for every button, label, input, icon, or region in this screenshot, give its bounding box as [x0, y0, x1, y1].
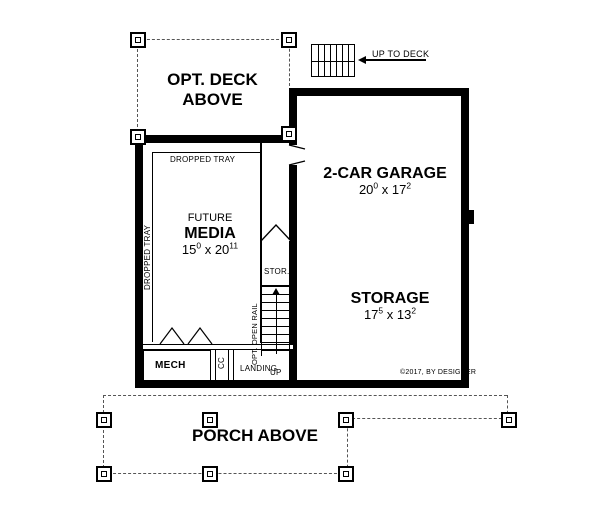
copyright-label: ©2017, BY DESIGNER — [400, 369, 476, 376]
cc-label: CC — [217, 357, 226, 369]
opt-deck-line2: ABOVE — [182, 90, 242, 109]
stor-small-box — [261, 240, 292, 286]
wall-right-bump — [469, 210, 474, 224]
deck-dash-top — [137, 39, 289, 40]
up-to-deck-label: UP TO DECK — [372, 49, 429, 59]
garage-dim: 200 x 172 — [305, 183, 465, 198]
stor-small-label: STOR. — [264, 267, 290, 276]
pier — [130, 129, 146, 145]
deck-dash-left — [137, 39, 138, 137]
pier — [281, 32, 297, 48]
pier — [281, 126, 297, 142]
storage-label: STORAGE 175 x 132 — [315, 290, 465, 323]
center-door-icon — [289, 145, 307, 165]
media-name: MEDIA — [155, 225, 265, 243]
media-dim: 150 x 2011 — [155, 243, 265, 258]
pier — [202, 466, 218, 482]
deck-arrow — [366, 59, 426, 61]
pier — [501, 412, 517, 428]
storage-name: STORAGE — [315, 290, 465, 308]
porch-dash-top — [103, 395, 507, 396]
cc-wall-left — [210, 350, 216, 380]
dropped-tray-left-label: DROPPED TRAY — [143, 220, 152, 290]
pier — [130, 32, 146, 48]
mech-doors-icon — [158, 326, 218, 348]
media-future: FUTURE — [155, 212, 265, 225]
porch-label: PORCH ABOVE — [165, 426, 345, 446]
opt-deck-label: OPT. DECK ABOVE — [140, 70, 285, 109]
main-stair — [261, 286, 290, 356]
wall-left — [135, 135, 143, 388]
pier — [202, 412, 218, 428]
open-rail-label: OPT. OPEN RAIL — [250, 290, 259, 365]
porch-dash-bottom — [103, 473, 347, 474]
stair-peak-icon — [261, 224, 291, 242]
garage-name: 2-CAR GARAGE — [305, 165, 465, 183]
mech-label: MECH — [155, 360, 186, 371]
wall-garage-top — [289, 88, 469, 96]
pier — [96, 412, 112, 428]
opt-deck-line1: OPT. DECK — [167, 70, 258, 89]
dropped-tray-top-label: DROPPED TRAY — [170, 155, 235, 164]
pier — [338, 466, 354, 482]
pier — [96, 466, 112, 482]
deck-stair — [311, 44, 355, 77]
tray-top — [152, 152, 260, 153]
storage-dim: 175 x 132 — [315, 308, 465, 323]
garage-label: 2-CAR GARAGE 200 x 172 — [305, 165, 465, 198]
media-label: FUTURE MEDIA 150 x 2011 — [155, 212, 265, 258]
porch-dash-step — [347, 418, 507, 419]
tray-left — [152, 152, 153, 342]
floor-plan: OPT. DECK ABOVE UP TO DECK DROPPED TRAY … — [0, 0, 600, 506]
pier — [338, 412, 354, 428]
up-label: UP — [270, 368, 282, 377]
porch-dash-left — [103, 395, 104, 473]
wall-media-top — [135, 135, 297, 143]
wall-garage-right-upper — [461, 88, 469, 138]
cc-wall-right — [228, 350, 234, 380]
